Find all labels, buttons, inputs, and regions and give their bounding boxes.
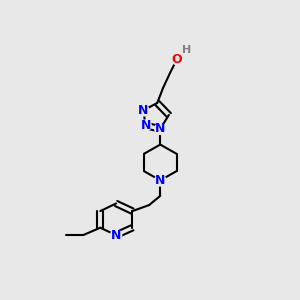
Circle shape [140, 120, 151, 131]
Text: N: N [155, 122, 165, 135]
Circle shape [110, 230, 122, 241]
Text: N: N [155, 174, 165, 187]
Text: O: O [172, 52, 182, 66]
Text: N: N [140, 119, 151, 132]
Circle shape [155, 175, 166, 186]
Circle shape [171, 54, 183, 64]
Circle shape [138, 105, 149, 116]
Text: H: H [182, 45, 191, 55]
Text: N: N [111, 229, 121, 242]
Circle shape [181, 44, 192, 56]
Circle shape [155, 123, 166, 134]
Text: N: N [138, 104, 148, 117]
